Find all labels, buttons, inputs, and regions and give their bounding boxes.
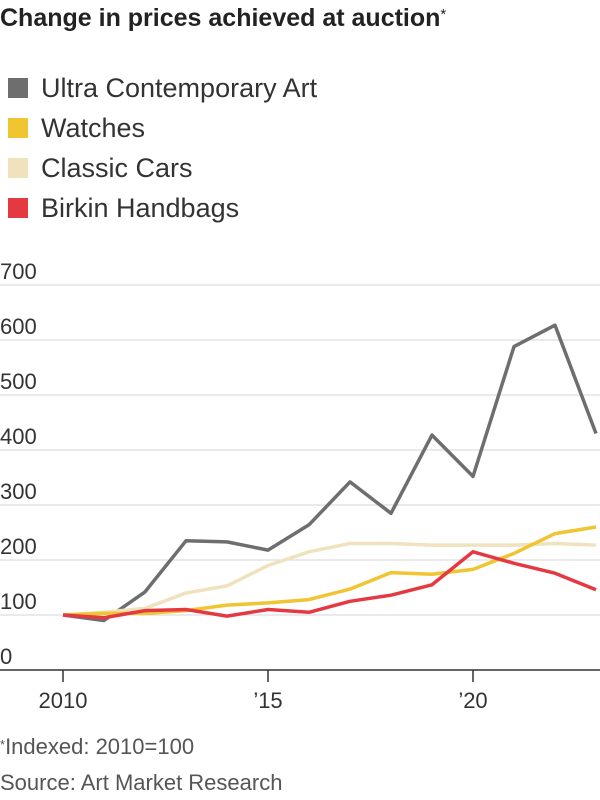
y-tick-label: 300: [0, 479, 37, 504]
legend-item-watches: Watches: [8, 108, 317, 148]
x-tick-label: ’15: [253, 688, 282, 713]
legend-label: Ultra Contemporary Art: [41, 72, 318, 103]
chart-title-text: Change in prices achieved at auction: [0, 4, 441, 32]
series-line-ultra-contemporary-art: [62, 323, 598, 623]
legend-swatch: [8, 198, 28, 218]
y-tick-label: 200: [0, 534, 37, 559]
footnote-marker: *: [0, 737, 6, 752]
series-lines: [62, 323, 598, 623]
x-axis-tick-labels: 2010 ’15 ’20: [39, 688, 488, 713]
y-tick-label: 0: [0, 644, 12, 669]
y-axis-tick-labels: 0 100 200 300 400 500 600 700: [0, 259, 37, 669]
chart-legend: Ultra Contemporary Art Watches Classic Car…: [8, 68, 317, 228]
footnote-text: Indexed: 2010=100: [5, 734, 195, 759]
footnote: *Indexed: 2010=100: [0, 734, 194, 760]
series-line-birkin-handbags: [62, 550, 597, 620]
x-tick-label: 2010: [39, 688, 88, 713]
x-tick-label: ’20: [458, 688, 487, 713]
x-axis: [0, 669, 600, 682]
legend-label: Classic Cars: [41, 152, 193, 183]
y-tick-label: 500: [0, 369, 37, 394]
legend-swatch: [8, 118, 28, 138]
chart-title: Change in prices achieved at auction*: [0, 4, 446, 33]
title-footnote-marker: *: [440, 6, 447, 23]
legend-item-classic-cars: Classic Cars: [8, 148, 317, 188]
legend-label: Watches: [41, 112, 146, 143]
legend-swatch: [8, 78, 28, 98]
source-note: Source: Art Market Research: [0, 770, 283, 795]
y-tick-label: 400: [0, 424, 37, 449]
gridlines: [0, 284, 600, 616]
y-tick-label: 600: [0, 314, 37, 339]
y-tick-label: 700: [0, 259, 37, 284]
legend-swatch: [8, 158, 28, 178]
legend-label: Birkin Handbags: [41, 192, 240, 223]
y-tick-label: 100: [0, 589, 37, 614]
legend-item-birkin-handbags: Birkin Handbags: [8, 188, 317, 228]
series-line-watches: [62, 525, 597, 617]
series-line-classic-cars: [62, 541, 597, 617]
legend-item-ultra-contemporary-art: Ultra Contemporary Art: [8, 68, 317, 108]
